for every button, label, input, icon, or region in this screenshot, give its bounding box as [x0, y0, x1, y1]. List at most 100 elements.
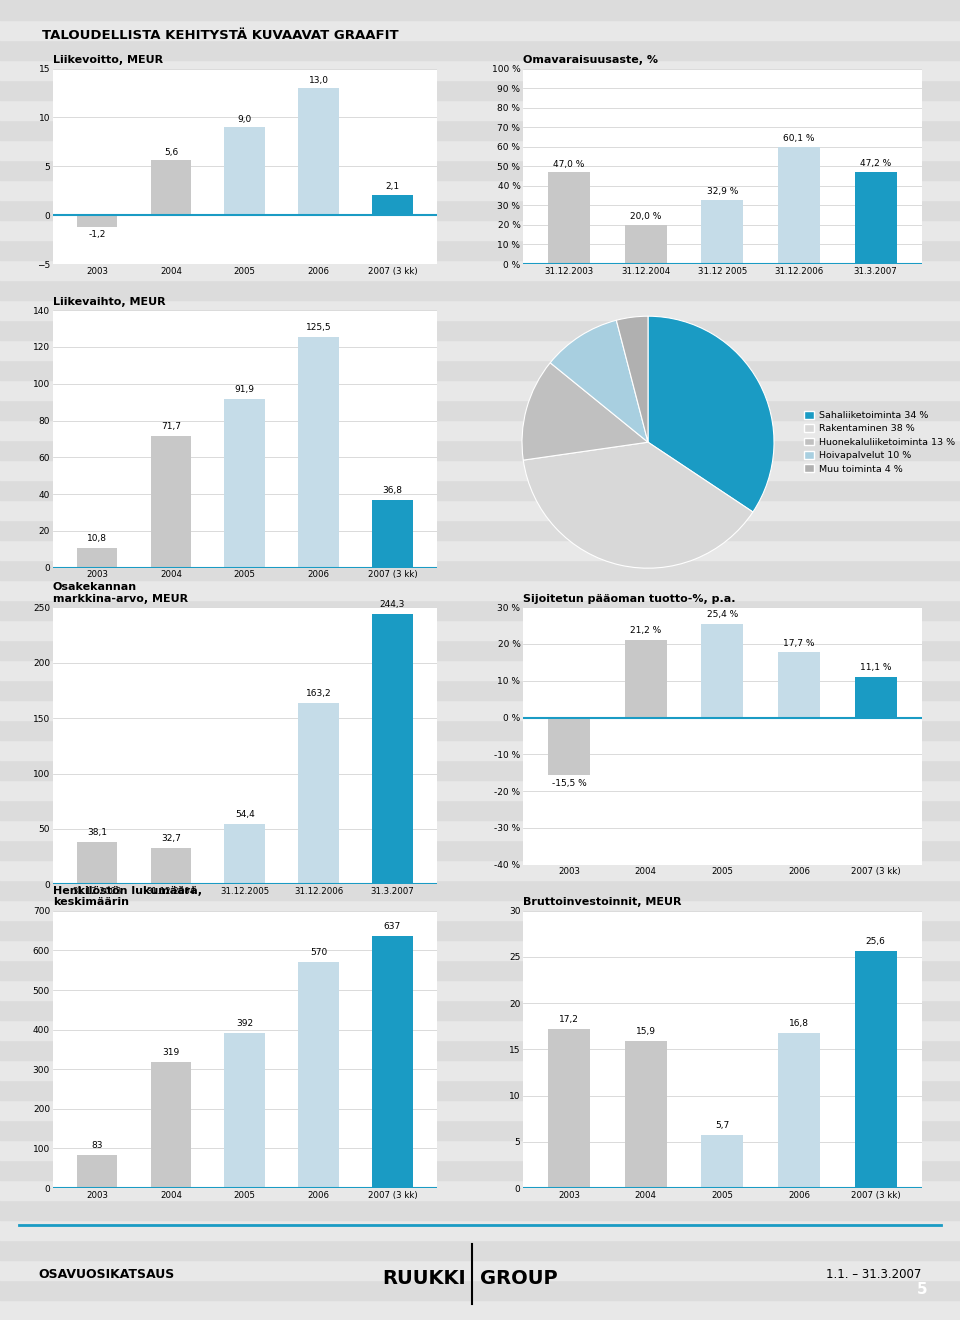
Text: 83: 83 — [91, 1142, 103, 1150]
Bar — [0, 0, 960, 20]
Text: -15,5 %: -15,5 % — [552, 779, 587, 788]
Bar — [778, 147, 820, 264]
Text: 47,0 %: 47,0 % — [554, 160, 585, 169]
Bar — [0, 1001, 960, 1020]
Bar — [299, 337, 339, 568]
Bar — [0, 560, 960, 579]
Bar — [0, 300, 960, 319]
Text: Henkilöstön lukumäärä,
keskimäärin: Henkilöstön lukumäärä, keskimäärin — [53, 886, 202, 907]
Text: 2,1: 2,1 — [385, 182, 399, 191]
Bar — [625, 640, 667, 718]
Bar — [151, 436, 191, 568]
Bar — [151, 1061, 191, 1188]
Bar — [225, 824, 265, 884]
Text: 125,5: 125,5 — [306, 323, 331, 333]
Bar — [0, 1100, 960, 1119]
Text: 163,2: 163,2 — [306, 689, 331, 698]
Text: 5,7: 5,7 — [715, 1122, 730, 1130]
Text: 15,9: 15,9 — [636, 1027, 656, 1036]
Text: 10,8: 10,8 — [87, 535, 108, 543]
Text: 13,0: 13,0 — [309, 75, 328, 84]
Bar — [854, 172, 897, 264]
Bar — [0, 1261, 960, 1280]
Wedge shape — [648, 317, 774, 512]
Bar — [0, 960, 960, 979]
Bar — [77, 215, 117, 227]
Text: 244,3: 244,3 — [380, 599, 405, 609]
Bar — [0, 59, 960, 81]
Bar — [0, 260, 960, 280]
Bar — [372, 614, 413, 884]
Bar — [0, 1160, 960, 1180]
Bar — [0, 319, 960, 341]
Text: 91,9: 91,9 — [235, 385, 254, 393]
Bar — [0, 1180, 960, 1200]
Text: 32,7: 32,7 — [161, 834, 180, 843]
Bar — [0, 81, 960, 100]
Text: 637: 637 — [384, 921, 401, 931]
Bar — [0, 1280, 960, 1300]
Bar — [0, 1239, 960, 1261]
Wedge shape — [522, 363, 648, 461]
Bar — [0, 820, 960, 840]
Bar — [0, 1140, 960, 1160]
Bar — [0, 240, 960, 260]
Bar — [0, 680, 960, 700]
Bar — [854, 952, 897, 1188]
Bar — [0, 1020, 960, 1040]
Bar — [0, 920, 960, 940]
Text: 54,4: 54,4 — [235, 810, 254, 820]
Text: 16,8: 16,8 — [789, 1019, 809, 1028]
Bar — [0, 1080, 960, 1100]
Bar — [77, 1155, 117, 1188]
Bar — [0, 380, 960, 400]
Bar — [0, 1060, 960, 1080]
Bar — [0, 900, 960, 920]
Text: 17,7 %: 17,7 % — [783, 639, 815, 648]
Text: 17,2: 17,2 — [560, 1015, 579, 1024]
Bar — [0, 440, 960, 459]
Wedge shape — [616, 317, 648, 442]
Text: Osakekannan
markkina-arvo, MEUR: Osakekannan markkina-arvo, MEUR — [53, 582, 188, 603]
Bar — [0, 180, 960, 201]
Text: 25,4 %: 25,4 % — [707, 610, 738, 619]
Bar — [299, 962, 339, 1188]
Text: Bruttoinvestoinnit, MEUR: Bruttoinvestoinnit, MEUR — [523, 898, 682, 907]
Text: 47,2 %: 47,2 % — [860, 160, 891, 168]
Text: 5: 5 — [917, 1282, 928, 1298]
Bar — [225, 399, 265, 568]
Bar — [0, 861, 960, 880]
Bar — [0, 220, 960, 240]
Text: 20,0 %: 20,0 % — [630, 213, 661, 222]
Bar — [151, 849, 191, 884]
Bar — [299, 704, 339, 884]
Text: 38,1: 38,1 — [87, 828, 108, 837]
Bar — [151, 161, 191, 215]
Bar — [225, 1032, 265, 1188]
Text: OSAVUOSIKATSAUS: OSAVUOSIKATSAUS — [38, 1269, 175, 1280]
Bar — [0, 140, 960, 160]
Bar — [0, 459, 960, 480]
Text: RUUKKI: RUUKKI — [382, 1270, 466, 1288]
Bar — [0, 20, 960, 40]
Text: Sijoitetun pääoman tuotto-%, p.a.: Sijoitetun pääoman tuotto-%, p.a. — [523, 594, 735, 603]
Text: 5,6: 5,6 — [164, 148, 178, 157]
Text: 36,8: 36,8 — [382, 486, 402, 495]
Bar — [0, 579, 960, 601]
Text: 570: 570 — [310, 948, 327, 957]
Bar — [702, 1135, 743, 1188]
Bar — [0, 940, 960, 960]
Bar — [0, 1200, 960, 1220]
Text: 1.1. – 31.3.2007: 1.1. – 31.3.2007 — [827, 1269, 922, 1280]
Bar — [0, 741, 960, 760]
Bar — [372, 500, 413, 568]
Text: Liikevaihto, MEUR: Liikevaihto, MEUR — [53, 297, 165, 306]
Bar — [0, 201, 960, 220]
Bar — [0, 640, 960, 660]
Text: TALOUDELLISTA KEHITYSTÄ KUVAAVAT GRAAFIT: TALOUDELLISTA KEHITYSTÄ KUVAAVAT GRAAFIT — [42, 29, 399, 42]
Bar — [0, 160, 960, 180]
Bar — [854, 677, 897, 718]
Wedge shape — [523, 442, 753, 568]
Bar — [372, 936, 413, 1188]
Bar — [625, 224, 667, 264]
